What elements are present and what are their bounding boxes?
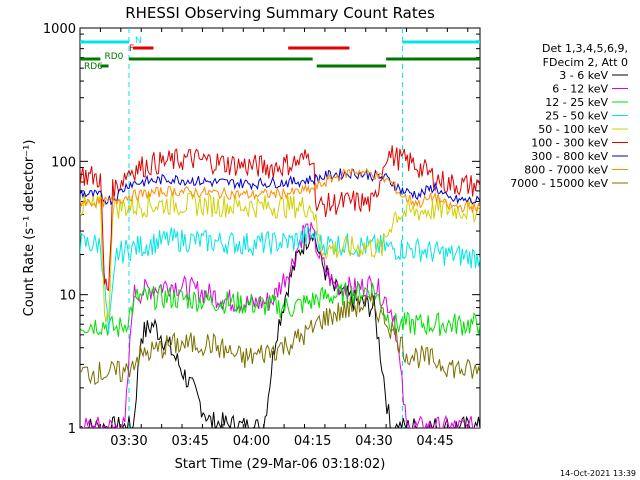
x-tick-label: 03:45	[171, 434, 208, 449]
legend-label-6: 300 - 800 keV	[531, 150, 608, 163]
x-axis-label: Start Time (29-Mar-06 03:18:02)	[175, 457, 386, 472]
series-line-3	[80, 225, 480, 334]
legend-label-7: 800 - 7000 keV	[524, 164, 608, 177]
x-tick-label: 04:45	[416, 434, 453, 449]
series-line-4	[80, 191, 480, 323]
series-line-2	[80, 280, 480, 337]
x-tick-label: 04:30	[355, 434, 392, 449]
y-tick-label: 1	[68, 422, 76, 437]
legend-header-2: FDecim 2, Att 0	[543, 56, 628, 69]
series-line-0	[80, 232, 480, 428]
y-tick-label: 1000	[43, 22, 76, 37]
plot-frame	[79, 27, 481, 429]
annotation-n: N	[135, 36, 142, 46]
legend-label-4: 50 - 100 keV	[538, 123, 608, 136]
series-line-8	[80, 293, 480, 386]
chart-title: RHESSI Observing Summary Count Rates	[125, 4, 435, 22]
legend-label-0: 3 - 6 keV	[559, 69, 608, 82]
plot-area: 1 10 100 1000 03:30 03:45 04:00 04:15 04:30 04:45…	[43, 22, 481, 449]
series-line-6	[80, 168, 480, 206]
annotation-f: F	[129, 44, 134, 54]
legend-label-2: 12 - 25 keV	[545, 96, 608, 109]
y-axis-label: Count Rate (s⁻¹ detector⁻¹)	[22, 140, 37, 317]
timestamp: 14-Oct-2021 13:39	[560, 469, 636, 478]
legend-label-1: 6 - 12 keV	[552, 83, 608, 96]
legend-label-8: 7000 - 15000 keV	[510, 177, 608, 190]
annotation-rd6: RD6	[84, 62, 103, 72]
x-tick-label: 04:00	[233, 434, 270, 449]
series-line-7	[80, 167, 480, 213]
x-tick-label: 04:15	[294, 434, 331, 449]
y-tick-label: 100	[51, 155, 76, 170]
series-line-1	[80, 222, 480, 428]
series-line-5	[80, 145, 480, 292]
legend-label-3: 25 - 50 keV	[545, 110, 608, 123]
legend-label-5: 100 - 300 keV	[531, 137, 608, 150]
annotation-rd0: RD0	[104, 52, 123, 62]
y-tick-label: 10	[59, 289, 76, 304]
x-tick-label: 03:30	[110, 434, 147, 449]
legend-header-1: Det 1,3,4,5,6,9,	[542, 42, 628, 55]
